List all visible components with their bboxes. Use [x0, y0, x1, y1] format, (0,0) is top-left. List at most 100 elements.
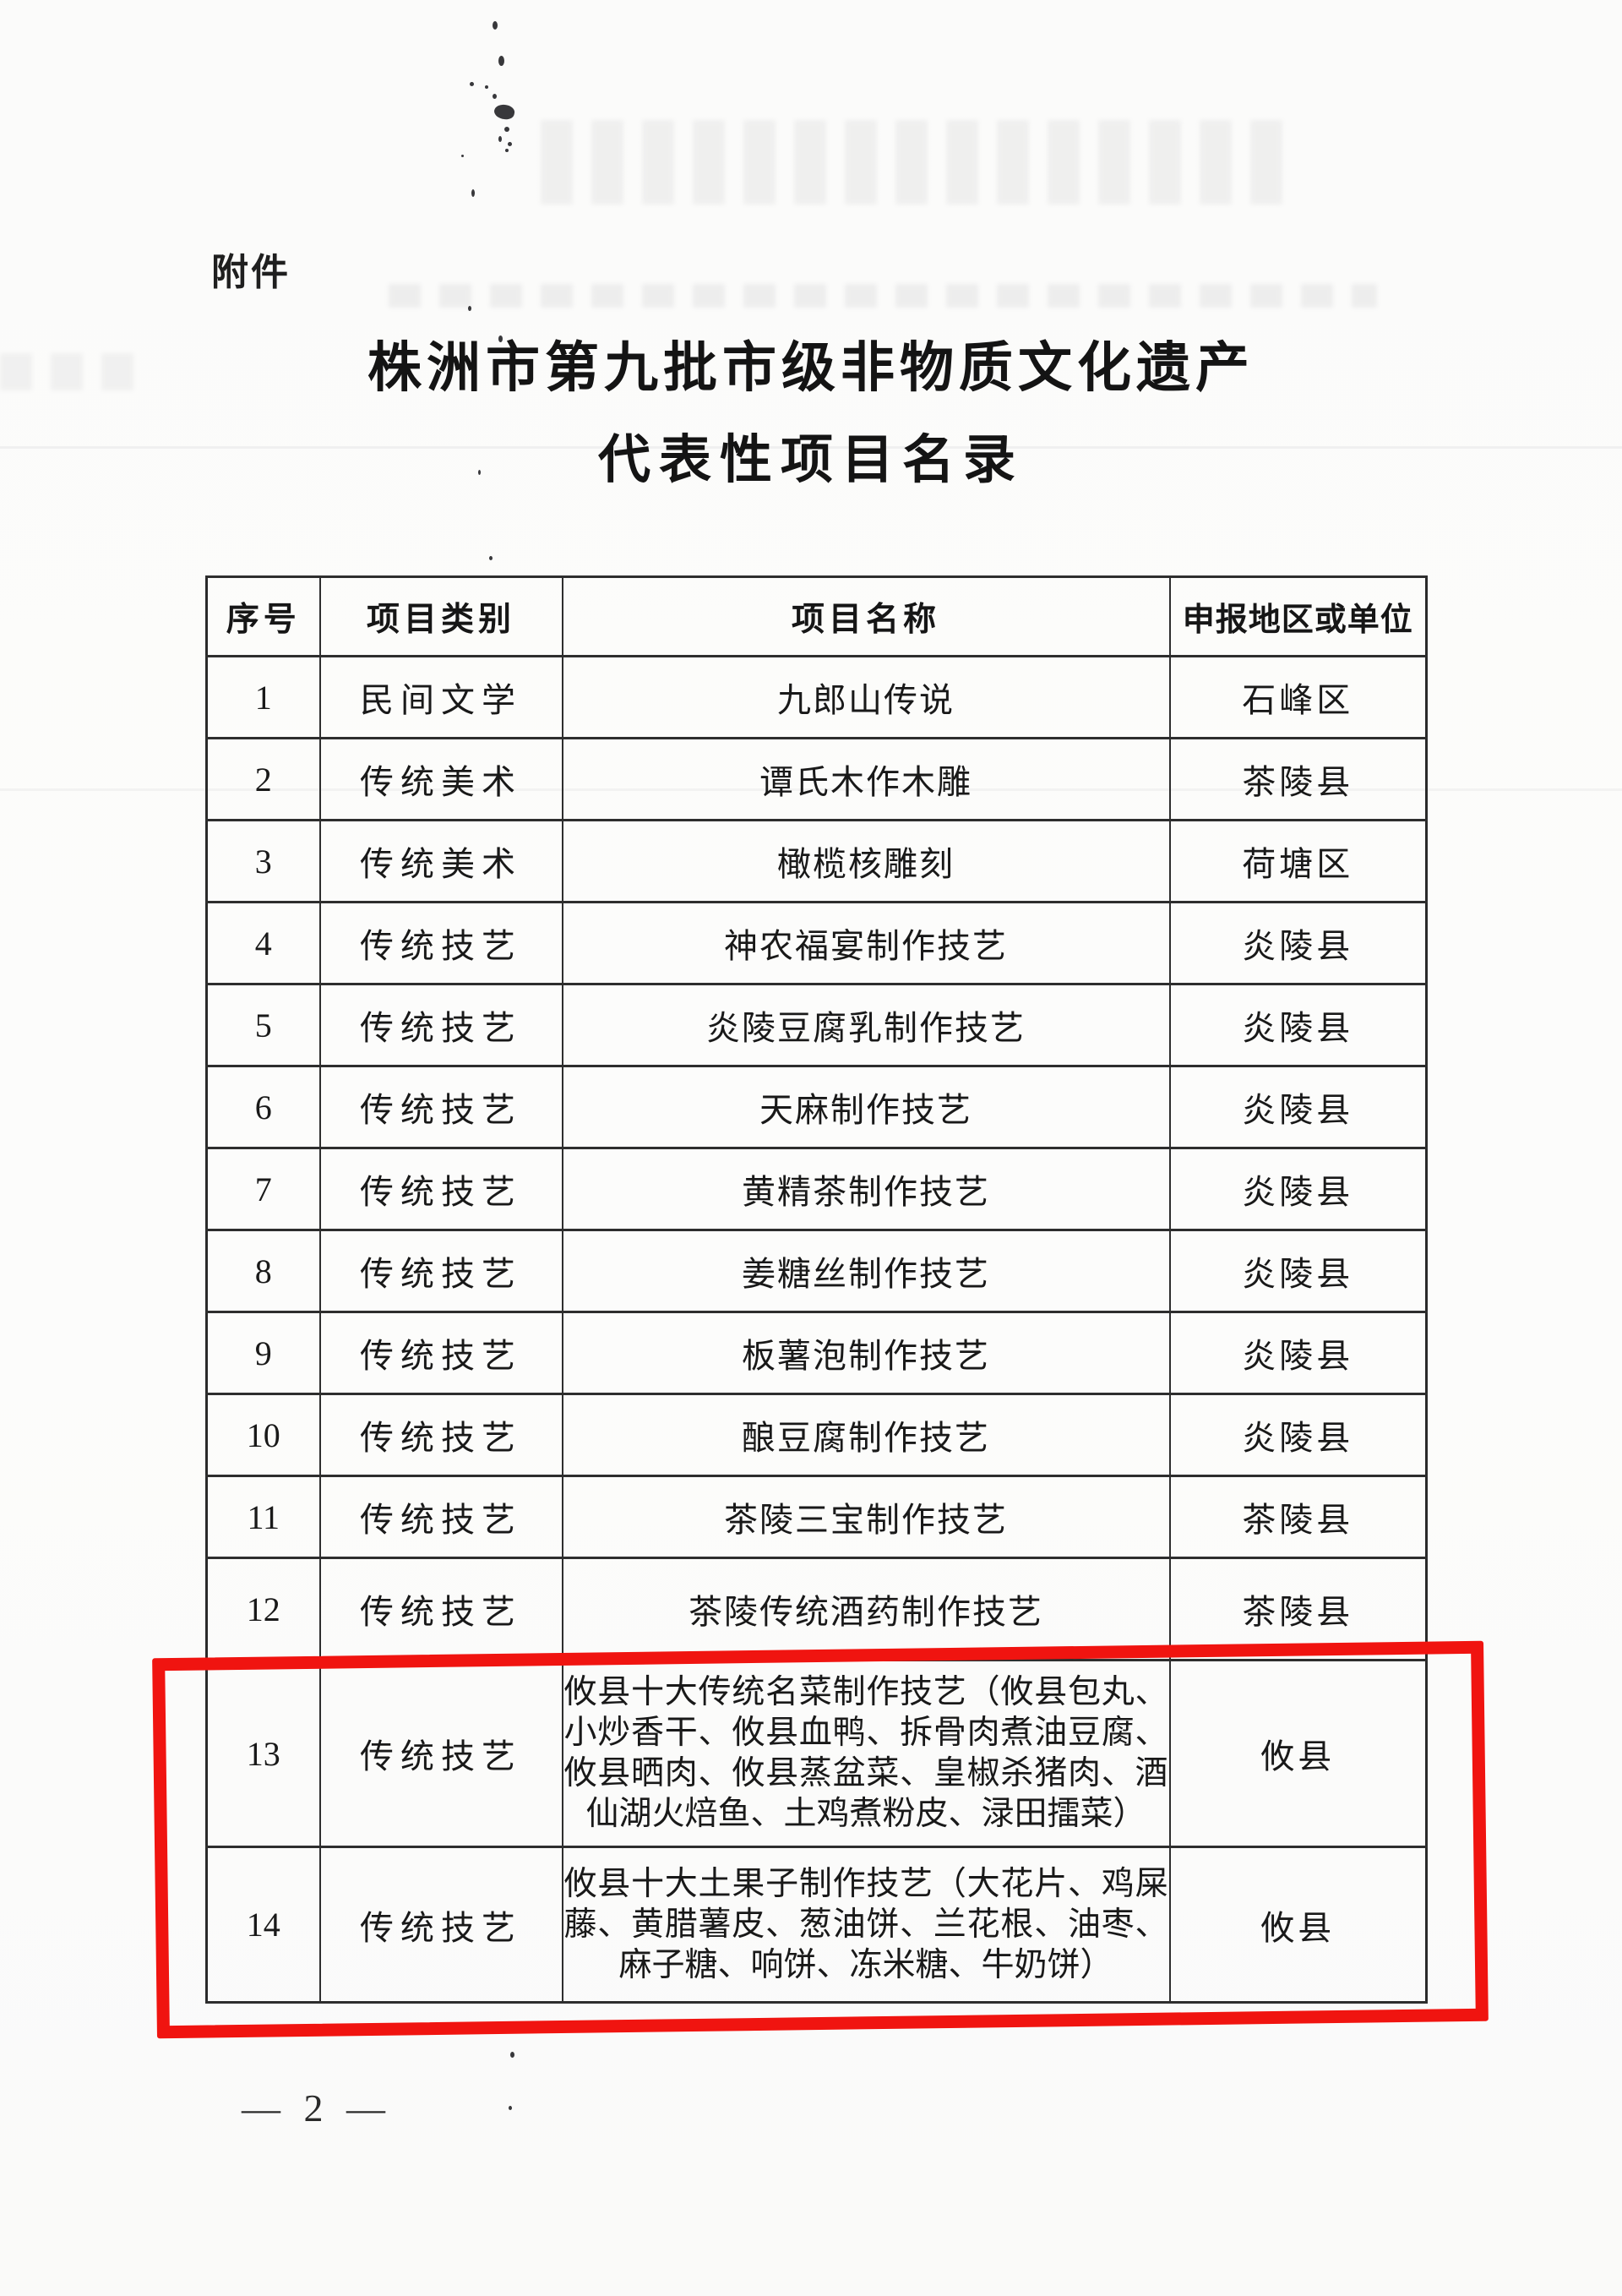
header-serial-number: 序号 — [205, 575, 321, 657]
cell-project-category: 民间文学 — [318, 655, 563, 739]
cell-declaring-region: 炎陵县 — [1168, 1311, 1428, 1395]
table-row: 11 传统技艺 茶陵三宝制作技艺 茶陵县 — [205, 1475, 1428, 1559]
table-row: 1 民间文学 九郎山传说 石峰区 — [205, 655, 1428, 739]
cell-project-name: 天麻制作技艺 — [561, 1065, 1171, 1149]
ink-speck — [509, 2106, 512, 2110]
cell-serial-number: 4 — [205, 901, 321, 985]
cell-declaring-region: 炎陵县 — [1168, 1393, 1428, 1477]
ink-speck — [478, 470, 481, 475]
ink-speck — [489, 556, 493, 560]
cell-serial-number: 13 — [205, 1659, 321, 1848]
table-row: 7 传统技艺 黄精茶制作技艺 炎陵县 — [205, 1147, 1428, 1231]
cell-serial-number: 8 — [205, 1229, 321, 1313]
cell-project-category: 传统技艺 — [318, 1147, 563, 1231]
cell-declaring-region: 攸县 — [1168, 1659, 1428, 1848]
cell-project-name: 黄精茶制作技艺 — [561, 1147, 1171, 1231]
ink-blob — [493, 102, 516, 122]
ink-speck — [498, 56, 504, 66]
cell-declaring-region: 茶陵县 — [1168, 1557, 1428, 1661]
cell-project-name: 茶陵三宝制作技艺 — [561, 1475, 1171, 1559]
cell-project-name: 攸县十大土果子制作技艺（大花片、鸡屎藤、黄腊薯皮、葱油饼、兰花根、油枣、麻子糖、… — [561, 1846, 1171, 2004]
cell-serial-number: 7 — [205, 1147, 321, 1231]
ink-speck — [508, 142, 512, 146]
table-header-row: 序号 项目类别 项目名称 申报地区或单位 — [205, 575, 1428, 657]
cell-project-name: 攸县十大传统名菜制作技艺（攸县包丸、小炒香干、攸县血鸭、拆骨肉煮油豆腐、攸县晒肉… — [561, 1659, 1171, 1848]
cell-declaring-region: 茶陵县 — [1168, 737, 1428, 821]
ink-speck — [470, 82, 474, 86]
cell-serial-number: 12 — [205, 1557, 321, 1661]
cell-project-category: 传统美术 — [318, 819, 563, 903]
table-row: 6 传统技艺 天麻制作技艺 炎陵县 — [205, 1065, 1428, 1149]
page-number: — 2 — — [242, 2086, 392, 2130]
cell-declaring-region: 石峰区 — [1168, 655, 1428, 739]
table-row: 2 传统美术 谭氏木作木雕 茶陵县 — [205, 737, 1428, 821]
bleed-through-smudge — [389, 284, 1377, 308]
cell-project-name: 茶陵传统酒药制作技艺 — [561, 1557, 1171, 1661]
ink-speck — [505, 149, 509, 152]
cell-project-category: 传统技艺 — [318, 1475, 563, 1559]
cell-project-category: 传统技艺 — [318, 983, 563, 1067]
cell-serial-number: 6 — [205, 1065, 321, 1149]
cell-project-category: 传统技艺 — [318, 1311, 563, 1395]
table-row: 12 传统技艺 茶陵传统酒药制作技艺 茶陵县 — [205, 1557, 1428, 1661]
cell-project-name: 炎陵豆腐乳制作技艺 — [561, 983, 1171, 1067]
cell-declaring-region: 炎陵县 — [1168, 1229, 1428, 1313]
document-title: 株洲市第九批市级非物质文化遗产 代表性项目名录 — [0, 340, 1622, 488]
bleed-through-smudge — [541, 120, 1284, 205]
cell-declaring-region: 炎陵县 — [1168, 1147, 1428, 1231]
cell-project-name: 姜糖丝制作技艺 — [561, 1229, 1171, 1313]
cell-declaring-region: 荷塘区 — [1168, 819, 1428, 903]
attachment-label: 附件 — [211, 252, 291, 293]
ink-speck — [504, 127, 509, 132]
table-row: 9 传统技艺 板薯泡制作技艺 炎陵县 — [205, 1311, 1428, 1395]
cell-declaring-region: 炎陵县 — [1168, 1065, 1428, 1149]
ink-speck — [510, 2052, 514, 2058]
cell-project-name: 谭氏木作木雕 — [561, 737, 1171, 821]
cell-project-category: 传统技艺 — [318, 1557, 563, 1661]
ink-speck — [461, 155, 464, 157]
cell-serial-number: 5 — [205, 983, 321, 1067]
header-project-name: 项目名称 — [561, 575, 1171, 657]
cell-declaring-region: 炎陵县 — [1168, 983, 1428, 1067]
title-line-1: 株洲市第九批市级非物质文化遗产 — [367, 338, 1255, 398]
cell-project-name: 酿豆腐制作技艺 — [561, 1393, 1171, 1477]
header-declaring-region: 申报地区或单位 — [1168, 575, 1428, 657]
cell-serial-number: 14 — [205, 1846, 321, 2004]
table-row: 3 传统美术 橄榄核雕刻 荷塘区 — [205, 819, 1428, 903]
cell-project-name: 神农福宴制作技艺 — [561, 901, 1171, 985]
ink-speck — [485, 85, 488, 89]
cell-serial-number: 2 — [205, 737, 321, 821]
cell-project-name: 橄榄核雕刻 — [561, 819, 1171, 903]
table-row: 4 传统技艺 神农福宴制作技艺 炎陵县 — [205, 901, 1428, 985]
cell-project-category: 传统技艺 — [318, 901, 563, 985]
cell-declaring-region: 攸县 — [1168, 1846, 1428, 2004]
cell-project-category: 传统技艺 — [318, 1065, 563, 1149]
ink-speck — [471, 189, 475, 197]
cell-serial-number: 3 — [205, 819, 321, 903]
cell-project-category: 传统技艺 — [318, 1393, 563, 1477]
heritage-list-table: 序号 项目类别 项目名称 申报地区或单位 1 民间文学 九郎山传说 石峰区 2 传统美术谭… — [205, 575, 1428, 2004]
table-row: 5 传统技艺 炎陵豆腐乳制作技艺 炎陵县 — [205, 983, 1428, 1067]
table-row: 13 传统技艺 攸县十大传统名菜制作技艺（攸县包丸、小炒香干、攸县血鸭、拆骨肉煮油豆… — [205, 1659, 1428, 1848]
table-body: 1 民间文学 九郎山传说 石峰区 2 传统美术 谭氏木作木雕 茶陵县 3 传统美术 橄榄核雕刻 荷塘区… — [205, 655, 1428, 2004]
title-line-2: 代表性项目名录 — [597, 432, 1024, 490]
ink-speck — [493, 21, 498, 30]
header-project-category: 项目类别 — [318, 575, 563, 657]
table-row: 14 传统技艺 攸县十大土果子制作技艺（大花片、鸡屎藤、黄腊薯皮、葱油饼、兰花根、油… — [205, 1846, 1428, 2004]
ink-speck — [498, 335, 503, 342]
cell-project-category: 传统美术 — [318, 737, 563, 821]
cell-project-name: 九郎山传说 — [561, 655, 1171, 739]
cell-serial-number: 9 — [205, 1311, 321, 1395]
table-row: 10 传统技艺 酿豆腐制作技艺 炎陵县 — [205, 1393, 1428, 1477]
cell-project-category: 传统技艺 — [318, 1229, 563, 1313]
cell-project-category: 传统技艺 — [318, 1846, 563, 2004]
ink-speck — [468, 306, 471, 311]
cell-serial-number: 1 — [205, 655, 321, 739]
table-row: 8 传统技艺 姜糖丝制作技艺 炎陵县 — [205, 1229, 1428, 1313]
cell-serial-number: 10 — [205, 1393, 321, 1477]
cell-project-name: 板薯泡制作技艺 — [561, 1311, 1171, 1395]
cell-project-category: 传统技艺 — [318, 1659, 563, 1848]
cell-serial-number: 11 — [205, 1475, 321, 1559]
ink-speck — [498, 136, 502, 142]
